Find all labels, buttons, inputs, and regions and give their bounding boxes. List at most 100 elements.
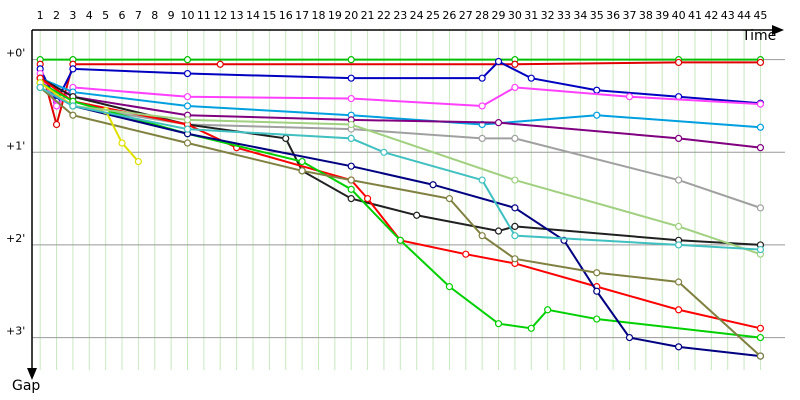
- data-point: [347, 195, 355, 203]
- x-tick-label: 21: [361, 9, 375, 22]
- data-point: [183, 102, 192, 110]
- x-tick-label: 15: [262, 9, 276, 22]
- data-point: [347, 120, 355, 129]
- grid: [32, 30, 785, 370]
- y-axis-arrow: [27, 368, 37, 380]
- data-point: [756, 100, 765, 108]
- data-point: [36, 83, 44, 92]
- data-point: [478, 74, 486, 82]
- x-tick-label: 9: [168, 9, 175, 22]
- x-tick-label: 31: [524, 9, 538, 22]
- data-point: [593, 315, 601, 323]
- data-point: [347, 134, 355, 142]
- data-point: [494, 57, 503, 66]
- x-tick-label: 13: [230, 9, 244, 22]
- data-point: [183, 56, 192, 64]
- data-point: [674, 134, 683, 142]
- y-tick-label: +2': [6, 232, 25, 245]
- data-point: [478, 232, 486, 240]
- x-tick-label: 24: [410, 9, 424, 22]
- data-point: [511, 134, 519, 142]
- data-point: [478, 134, 486, 142]
- x-tick-label: 22: [377, 9, 391, 22]
- data-point: [674, 343, 683, 351]
- y-axis-title: Gap: [12, 378, 40, 394]
- data-point: [756, 58, 765, 67]
- data-point: [183, 93, 192, 101]
- data-point: [756, 324, 765, 332]
- x-tick-label: 41: [688, 9, 702, 22]
- x-tick-label: 7: [135, 9, 142, 22]
- x-tick-label: 1: [37, 9, 44, 22]
- data-point: [593, 269, 601, 277]
- x-tick-label: 25: [426, 9, 440, 22]
- y-tick-label: +1': [6, 139, 25, 152]
- data-point: [347, 162, 355, 170]
- data-point: [625, 333, 634, 342]
- data-point: [674, 222, 683, 231]
- data-point: [494, 227, 503, 235]
- data-point: [413, 211, 421, 219]
- data-point: [363, 195, 372, 203]
- x-tick-label: 20: [344, 9, 358, 22]
- data-point: [462, 250, 470, 258]
- data-point: [69, 65, 77, 73]
- data-point: [674, 58, 683, 67]
- data-point: [756, 123, 765, 131]
- x-tick-label: 14: [246, 9, 260, 22]
- data-point: [593, 111, 601, 119]
- data-point: [511, 83, 519, 92]
- x-tick-label: 2: [53, 9, 60, 22]
- x-tick-label: 44: [737, 9, 751, 22]
- x-tick-label: 32: [541, 9, 555, 22]
- data-point: [625, 93, 634, 101]
- data-point: [445, 283, 454, 291]
- x-tick-label: 39: [655, 9, 669, 22]
- data-point: [69, 102, 77, 110]
- data-point: [429, 181, 437, 189]
- data-point: [347, 94, 355, 103]
- x-tick-label: 36: [606, 9, 620, 22]
- data-point: [282, 134, 290, 142]
- data-point: [445, 195, 454, 203]
- data-point: [347, 74, 355, 82]
- x-tick-label: 23: [393, 9, 407, 22]
- data-point: [183, 139, 192, 147]
- x-axis-arrow: [772, 25, 784, 35]
- data-point: [478, 176, 486, 184]
- data-point: [756, 333, 765, 342]
- data-point: [118, 139, 126, 147]
- data-point: [511, 255, 519, 263]
- data-point: [593, 86, 601, 94]
- x-tick-label: 5: [102, 9, 109, 22]
- data-point: [527, 324, 535, 332]
- x-tick-label: 26: [442, 9, 456, 22]
- series-line: [39, 77, 761, 330]
- y-tick-label: +3': [6, 325, 25, 338]
- data-point: [756, 144, 765, 152]
- data-point: [69, 111, 77, 119]
- data-point: [756, 245, 765, 254]
- data-point: [183, 125, 192, 133]
- data-point: [511, 222, 519, 231]
- x-tick-label: 18: [311, 9, 325, 22]
- data-point: [347, 185, 355, 193]
- data-point: [347, 56, 355, 64]
- data-point: [593, 287, 601, 295]
- data-point: [756, 352, 765, 360]
- x-tick-label: 19: [328, 9, 342, 22]
- x-tick-label: 34: [573, 9, 587, 22]
- x-tick-label: 35: [590, 9, 604, 22]
- data-point: [494, 119, 503, 127]
- data-point: [494, 320, 503, 328]
- data-point: [183, 69, 192, 78]
- data-point: [183, 116, 192, 124]
- x-tick-label: 6: [119, 9, 126, 22]
- x-tick-label: 38: [639, 9, 653, 22]
- x-tick-label: 27: [459, 9, 473, 22]
- data-point: [134, 157, 143, 166]
- x-tick-label: 16: [279, 9, 293, 22]
- x-tick-label: 37: [622, 9, 636, 22]
- x-tick-label: 40: [672, 9, 686, 22]
